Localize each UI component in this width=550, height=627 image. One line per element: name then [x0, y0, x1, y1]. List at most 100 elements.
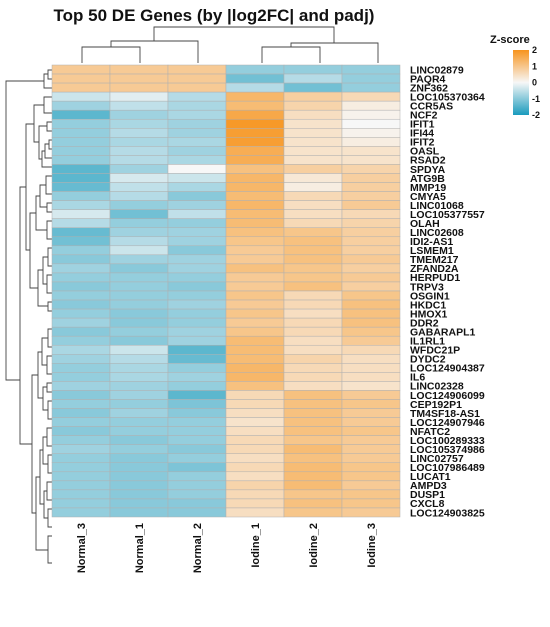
heatmap-cell [167, 146, 227, 156]
heatmap-cell [51, 390, 111, 400]
heatmap-cell [341, 118, 401, 129]
row-label: IFI44 [410, 128, 434, 140]
row-label: LOC107986489 [410, 462, 485, 474]
heatmap-cell [51, 73, 111, 84]
heatmap-cell [51, 290, 111, 301]
heatmap-cell [167, 100, 227, 111]
heatmap-cell [341, 390, 401, 400]
heatmap-cell [283, 408, 343, 418]
heatmap-cell [341, 462, 401, 473]
z-score-legend: Z-score 2 1 0 -1 -2 [490, 34, 540, 120]
heatmap-cell [225, 128, 285, 138]
heatmap-cell [167, 64, 227, 75]
heatmap-cell [167, 137, 227, 147]
heatmap-grid [51, 64, 401, 518]
heatmap-cell [109, 227, 169, 238]
heatmap-cell [283, 281, 343, 292]
heatmap-cell [283, 462, 343, 473]
heatmap-cell [51, 326, 111, 337]
legend-title: Z-score [490, 34, 530, 46]
heatmap-cell [51, 308, 111, 319]
heatmap-cell [341, 480, 401, 491]
heatmap-cell [225, 308, 285, 319]
heatmap-cell [51, 200, 111, 210]
heatmap-cell [109, 146, 169, 156]
heatmap-cell [341, 308, 401, 319]
heatmap-cell [109, 317, 169, 328]
heatmap-cell [341, 344, 401, 355]
heatmap-cell [109, 164, 169, 174]
row-label: DYDC2 [410, 354, 446, 366]
heatmap-cell [109, 354, 169, 364]
row-label: DDR2 [410, 317, 439, 329]
heatmap-cell [109, 480, 169, 491]
heatmap-cell [283, 91, 343, 102]
heatmap-cell [283, 354, 343, 364]
heatmap-cell [109, 471, 169, 482]
heatmap-cell [167, 480, 227, 491]
heatmap-cell [51, 381, 111, 391]
heatmap-cell [167, 489, 227, 500]
row-label: LINC02879 [410, 64, 464, 76]
heatmap-cell [283, 82, 343, 93]
heatmap-cell [167, 317, 227, 328]
heatmap-cell [51, 245, 111, 256]
heatmap-cell [341, 507, 401, 518]
heatmap-cell [167, 290, 227, 301]
heatmap-cell [109, 381, 169, 391]
heatmap-cell [51, 64, 111, 75]
heatmap-cell [109, 308, 169, 319]
heatmap-cell [341, 182, 401, 192]
heatmap-cell [225, 272, 285, 283]
heatmap-cell [283, 236, 343, 247]
column-label: Normal_3 [76, 523, 88, 573]
heatmap-cell [51, 489, 111, 500]
heatmap-cell [283, 417, 343, 427]
heatmap-cell [283, 182, 343, 192]
heatmap-cell [167, 335, 227, 346]
heatmap-cell [341, 363, 401, 373]
heatmap-cell [109, 444, 169, 454]
heatmap-cell [341, 453, 401, 464]
heatmap-cell [283, 299, 343, 310]
heatmap-cell [167, 390, 227, 400]
heatmap-cell [167, 326, 227, 337]
chart-title: Top 50 DE Genes (by |log2FC| and padj) [54, 6, 375, 25]
heatmap-cell [167, 308, 227, 319]
row-label: OLAH [410, 218, 440, 230]
heatmap-cell [51, 100, 111, 111]
heatmap-cell [283, 453, 343, 464]
heatmap-cell [225, 290, 285, 301]
heatmap-cell [51, 218, 111, 228]
heatmap-cell [225, 507, 285, 518]
row-label: LINC02608 [410, 227, 464, 239]
heatmap-cell [283, 480, 343, 491]
heatmap-cell [167, 164, 227, 174]
heatmap-cell [341, 200, 401, 210]
heatmap-cell [51, 164, 111, 174]
heatmap-cell [167, 363, 227, 373]
heatmap-cell [341, 272, 401, 283]
heatmap-cell [167, 408, 227, 418]
legend-tick-label: -2 [532, 110, 540, 120]
column-label: Iodine_1 [250, 523, 262, 568]
heatmap-cell [109, 417, 169, 427]
heatmap-cell [51, 254, 111, 265]
heatmap-cell [109, 290, 169, 301]
heatmap-cell [109, 299, 169, 310]
heatmap-cell [283, 109, 343, 120]
heatmap-cell [225, 100, 285, 111]
heatmap-cell [283, 317, 343, 328]
heatmap-cell [283, 335, 343, 346]
row-label: IFIT1 [410, 119, 435, 131]
heatmap-cell [51, 146, 111, 156]
row-label: CXCL8 [410, 498, 445, 510]
column-label: Iodine_3 [366, 523, 378, 568]
heatmap-cell [341, 426, 401, 436]
row-label: SPDYA [410, 164, 446, 176]
heatmap-cell [225, 326, 285, 337]
heatmap-cell [51, 272, 111, 283]
heatmap-cell [283, 498, 343, 509]
heatmap-cell [225, 182, 285, 192]
heatmap-cell [51, 109, 111, 120]
